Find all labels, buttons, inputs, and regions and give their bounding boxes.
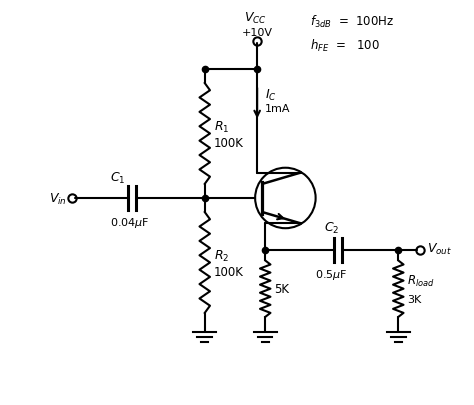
Text: 100K: 100K: [214, 265, 244, 278]
Text: 5K: 5K: [274, 283, 289, 296]
Text: $V_{in}$: $V_{in}$: [49, 191, 67, 206]
Text: 0.5$\mu$F: 0.5$\mu$F: [316, 268, 348, 281]
Text: 3K: 3K: [407, 294, 421, 304]
Text: 1mA: 1mA: [265, 104, 291, 114]
Text: $V_{CC}$: $V_{CC}$: [244, 11, 266, 26]
Text: $C_2$: $C_2$: [324, 220, 339, 235]
Text: $I_C$: $I_C$: [265, 88, 277, 103]
Text: $R_{load}$: $R_{load}$: [407, 273, 435, 288]
Text: $f_{3dB}$  =  100Hz: $f_{3dB}$ = 100Hz: [310, 13, 394, 30]
Text: +10V: +10V: [242, 28, 273, 38]
Text: $R_2$: $R_2$: [214, 248, 229, 263]
Text: $R_1$: $R_1$: [214, 119, 229, 134]
Text: $C_1$: $C_1$: [110, 171, 126, 185]
Text: 100K: 100K: [214, 136, 244, 149]
Text: $h_{FE}$  =   100: $h_{FE}$ = 100: [310, 38, 379, 53]
Text: $V_{out}$: $V_{out}$: [428, 241, 453, 256]
Text: 0.04$\mu$F: 0.04$\mu$F: [110, 215, 150, 229]
